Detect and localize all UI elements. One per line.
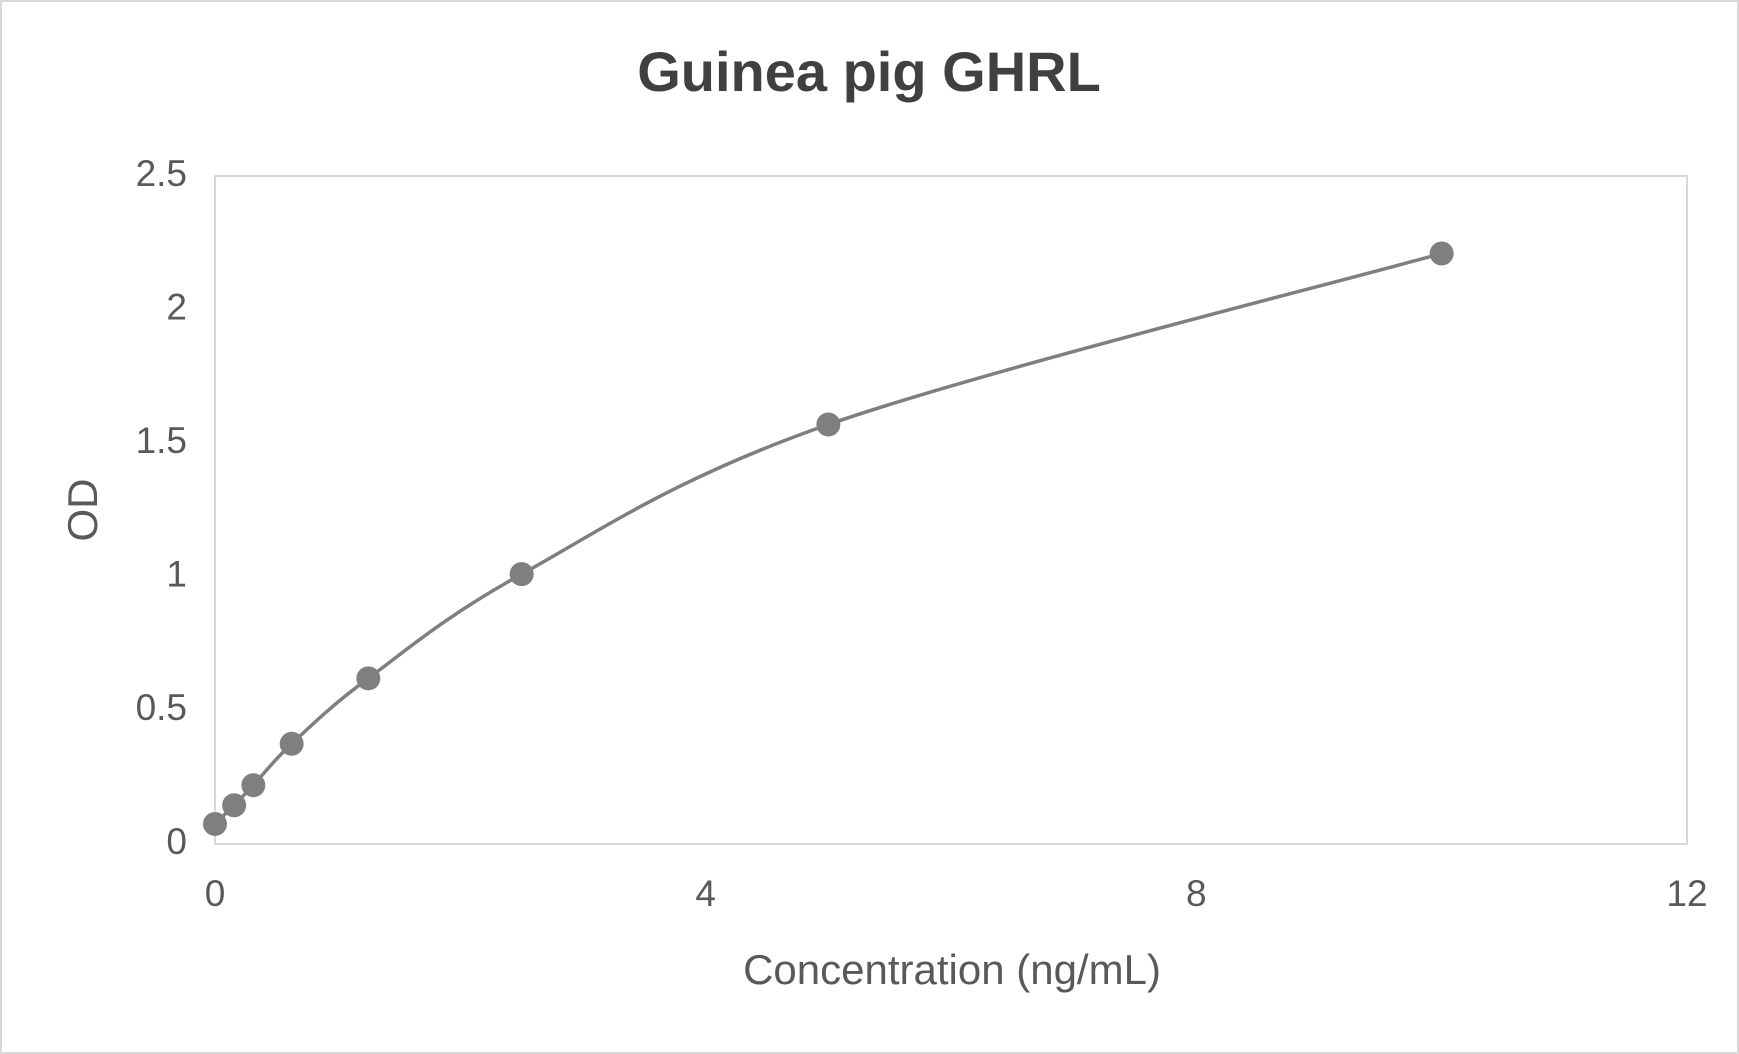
y-tick-label: 0.5: [136, 687, 187, 728]
y-tick-label: 2: [166, 286, 187, 327]
y-tick-label: 1.5: [136, 420, 187, 461]
x-tick-label: 0: [205, 873, 226, 914]
x-axis-label: Concentration (ng/mL): [743, 946, 1161, 993]
point: [1429, 241, 1454, 266]
y-tick-label: 1: [166, 554, 187, 595]
x-tick-label: 4: [695, 873, 716, 914]
y-tick-label: 2.5: [136, 153, 187, 194]
point: [279, 731, 304, 756]
y-tick-label: 0: [166, 821, 187, 862]
point: [816, 412, 841, 437]
chart-title: Guinea pig GHRL: [637, 40, 1101, 103]
point: [509, 562, 534, 587]
y-axis-label: OD: [59, 479, 106, 542]
point: [203, 811, 227, 836]
point: [241, 773, 266, 798]
x-tick-label: 8: [1186, 873, 1207, 914]
point: [356, 666, 381, 691]
plot-border: [214, 175, 1688, 845]
point: [222, 793, 247, 818]
x-tick-label: 12: [1666, 873, 1707, 914]
